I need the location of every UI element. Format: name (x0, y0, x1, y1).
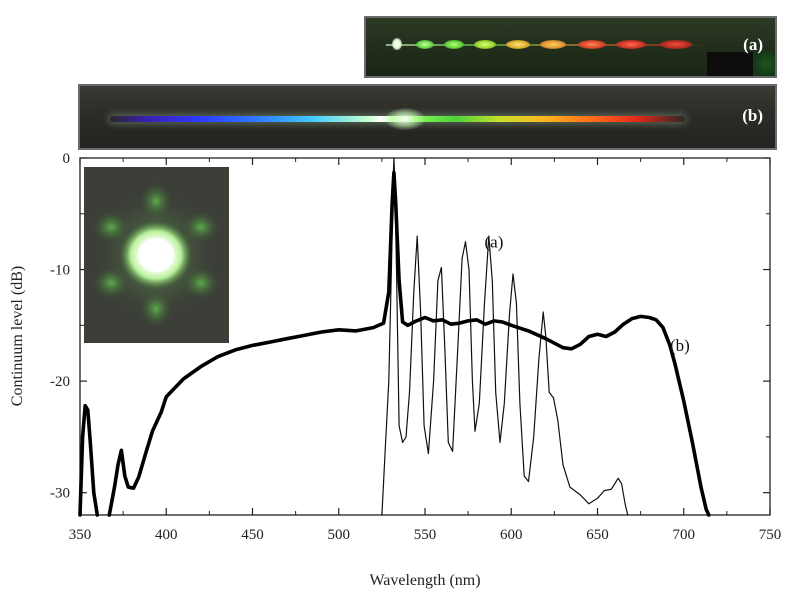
x-tick-label: 750 (759, 527, 782, 543)
spectrum-photo-b: (b) (78, 84, 777, 150)
spectrum-spot (444, 40, 464, 49)
y-tick-label: -10 (50, 263, 70, 279)
x-tick-label: 650 (586, 527, 609, 543)
y-tick-label: -20 (50, 374, 70, 390)
y-tick-label: 0 (63, 151, 71, 167)
spectrum-spot (474, 40, 496, 49)
x-tick-label: 400 (155, 527, 178, 543)
strip-label-b: (b) (742, 106, 763, 125)
spectrum-spot (506, 40, 530, 49)
x-tick-label: 600 (500, 527, 523, 543)
spectrum-spot (616, 40, 646, 49)
x-tick-label: 700 (673, 527, 696, 543)
x-tick-label: 550 (414, 527, 437, 543)
x-tick-label: 500 (328, 527, 351, 543)
x-tick-label: 450 (241, 527, 264, 543)
series-annotation: (b) (670, 336, 690, 355)
mode-profile-inset (84, 167, 229, 343)
photo-green-corner (753, 52, 775, 76)
spectrum-spot (392, 38, 402, 50)
series-line-a (381, 157, 629, 516)
spectrum-spot (540, 40, 566, 49)
x-tick-label: 350 (69, 527, 92, 543)
beam-glow (385, 108, 425, 130)
y-tick-label: -30 (50, 486, 70, 502)
spectrum-spot (578, 40, 606, 49)
six-lobe-fiber-core-spot-icon (93, 183, 219, 327)
y-axis-title: Continuum level (dB) (9, 266, 26, 406)
spectrum-photo-a: (a) (364, 16, 777, 78)
series-line-b (78, 403, 100, 517)
spectrum-spot (660, 40, 692, 49)
strip-label-a: (a) (743, 35, 763, 54)
spectrum-spot (416, 40, 434, 49)
series-annotation: (a) (485, 232, 504, 251)
series-line-b (107, 170, 711, 517)
x-axis-title: Wavelength (nm) (369, 572, 480, 589)
photo-dark-corner (707, 52, 753, 76)
